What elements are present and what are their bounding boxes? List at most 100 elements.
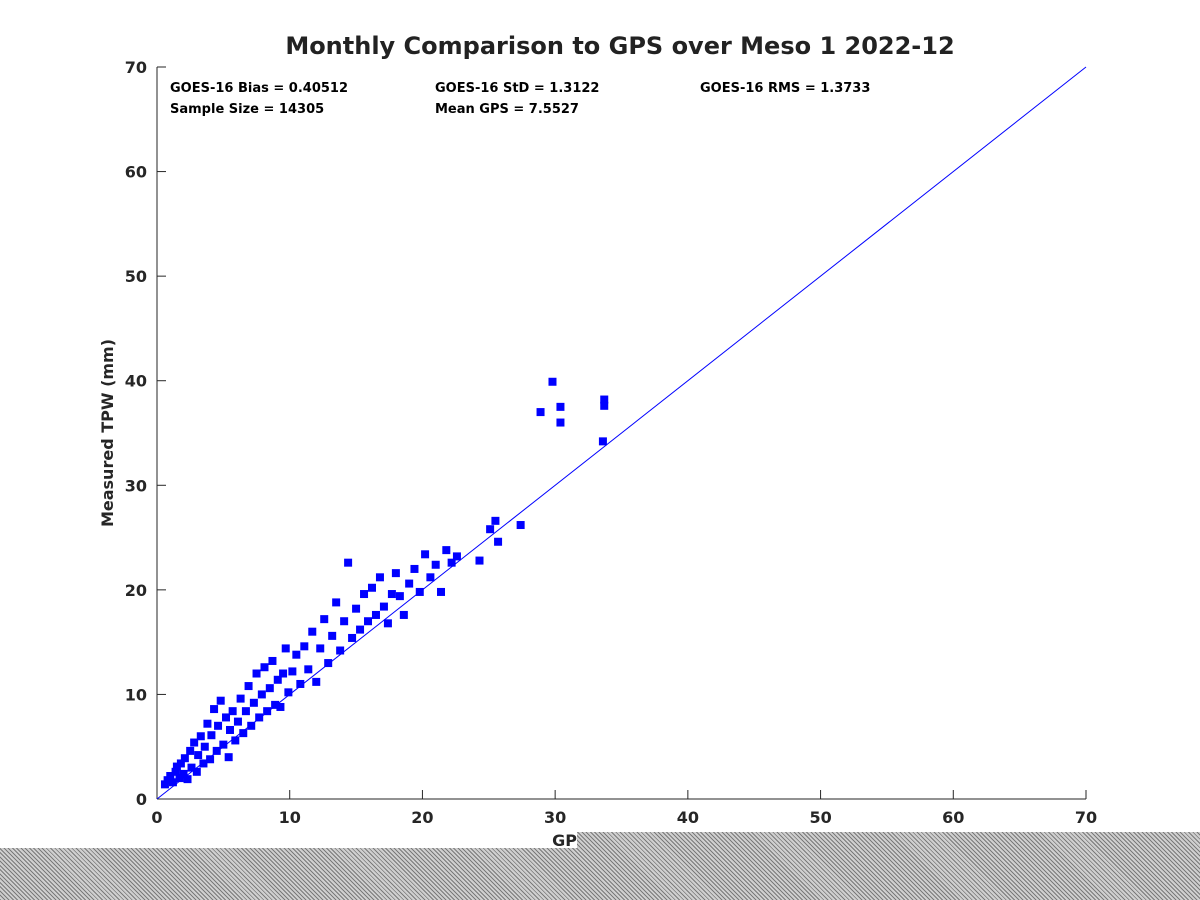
data-points [160, 377, 609, 789]
data-point [207, 731, 216, 740]
data-point [265, 684, 274, 693]
data-point [236, 694, 245, 703]
data-point [391, 569, 400, 578]
data-point [216, 696, 225, 705]
data-point [231, 736, 240, 745]
data-point [196, 732, 205, 741]
data-point [336, 646, 345, 655]
data-point [367, 583, 376, 592]
data-point [536, 408, 545, 417]
data-point [556, 402, 565, 411]
data-point [598, 437, 607, 446]
y-tick-label: 20 [125, 581, 147, 600]
data-point [212, 746, 221, 755]
data-point [273, 675, 282, 684]
y-tick-label: 30 [125, 476, 147, 495]
data-point [199, 759, 208, 768]
data-point [494, 537, 503, 546]
data-point [348, 633, 357, 642]
overlay-hatch-block [577, 832, 1200, 900]
data-point [219, 740, 228, 749]
data-point [225, 725, 234, 734]
data-point [516, 521, 525, 530]
data-point [175, 774, 184, 783]
data-point [556, 418, 565, 427]
data-point [387, 590, 396, 599]
data-point [447, 558, 456, 567]
data-point [241, 707, 250, 716]
data-point [340, 617, 349, 626]
data-point [166, 771, 175, 780]
data-point [316, 644, 325, 653]
data-point [252, 669, 261, 678]
data-point [426, 573, 435, 582]
axes: 0 10 20 30 40 50 60 70 0 10 20 30 40 50 60 70 [125, 58, 1097, 827]
data-point [475, 556, 484, 565]
data-point [247, 721, 256, 730]
sample-size-stat: Sample Size = 14305 [170, 102, 324, 117]
x-tick-label: 60 [942, 808, 964, 827]
data-point [160, 780, 169, 789]
data-point [222, 713, 231, 722]
data-point [210, 705, 219, 714]
data-point [257, 690, 266, 699]
data-point [183, 775, 192, 784]
y-tick-label: 0 [136, 790, 147, 809]
data-point [292, 650, 301, 659]
rms-stat: GOES-16 RMS = 1.3733 [700, 81, 870, 96]
data-point [375, 573, 384, 582]
data-point [233, 717, 242, 726]
data-point [163, 776, 172, 785]
x-tick-label: 20 [411, 808, 433, 827]
data-point [304, 665, 313, 674]
data-point [249, 698, 258, 707]
data-point [214, 721, 223, 730]
y-tick-label: 10 [125, 685, 147, 704]
data-point [190, 738, 199, 747]
data-point [437, 587, 446, 596]
data-point [308, 627, 317, 636]
y-tick-label: 70 [125, 58, 147, 77]
data-point [187, 763, 196, 772]
data-point [383, 619, 392, 628]
data-point [300, 642, 309, 651]
data-point [288, 667, 297, 676]
data-point [332, 598, 341, 607]
data-point [410, 564, 419, 573]
data-point [176, 759, 185, 768]
data-point [421, 550, 430, 559]
data-point [284, 688, 293, 697]
data-point [180, 754, 189, 763]
data-point [344, 558, 353, 567]
data-point [263, 707, 272, 716]
y-tick-label: 50 [125, 267, 147, 286]
data-point [268, 656, 277, 665]
data-point [171, 767, 180, 776]
data-point [203, 719, 212, 728]
data-point [328, 631, 337, 640]
data-point [168, 778, 177, 787]
data-point [296, 679, 305, 688]
data-point [206, 755, 215, 764]
one-to-one-line [156, 66, 1087, 800]
data-point [379, 602, 388, 611]
data-point [452, 552, 461, 561]
data-point [356, 625, 365, 634]
data-point [276, 702, 285, 711]
x-tick-label: 30 [544, 808, 566, 827]
x-tick-label: 50 [809, 808, 831, 827]
data-point [200, 742, 209, 751]
data-point [352, 604, 361, 613]
data-point [281, 644, 290, 653]
y-tick-label: 40 [125, 372, 147, 391]
x-tick-label: 70 [1075, 808, 1097, 827]
data-point [244, 682, 253, 691]
data-point [255, 713, 264, 722]
data-point [228, 707, 237, 716]
data-point [360, 590, 369, 599]
data-point [491, 516, 500, 525]
x-tick-label: 10 [279, 808, 301, 827]
data-point [324, 659, 333, 668]
x-tick-label: 0 [151, 808, 162, 827]
